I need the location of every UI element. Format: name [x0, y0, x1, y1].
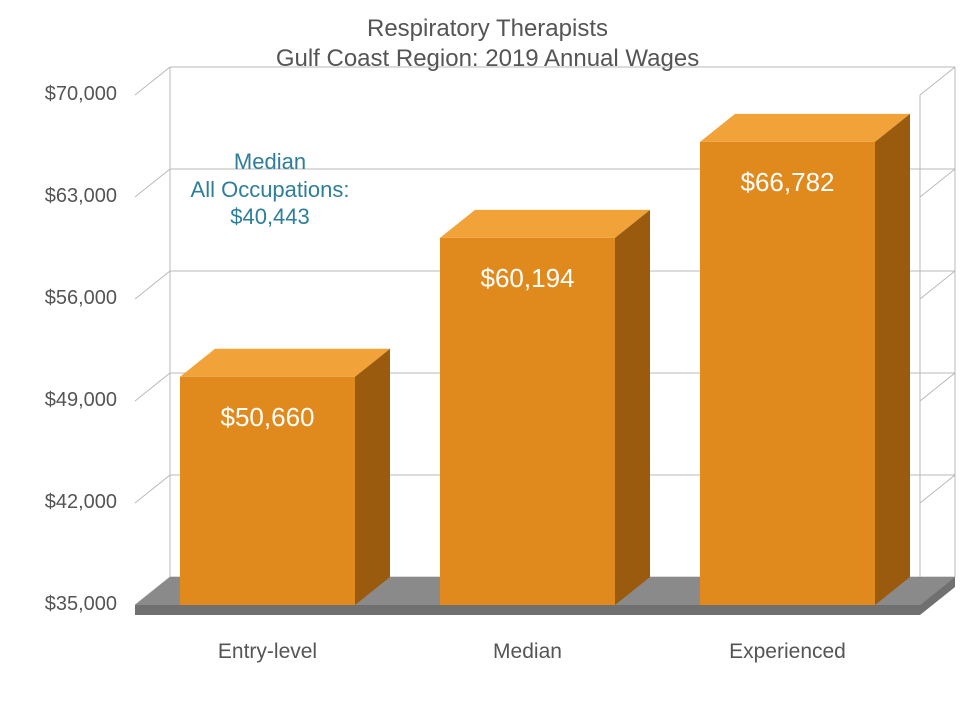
chart-title: Respiratory Therapists Gulf Coast Region… [0, 14, 975, 74]
bar-value-label: $66,782 [700, 167, 875, 198]
category-label: Entry-level [160, 640, 375, 664]
annotation-line2: All Occupations: [170, 176, 370, 204]
y-axis-tick-label: $63,000 [0, 185, 117, 208]
y-axis-tick-label: $35,000 [0, 593, 117, 616]
median-all-occupations-annotation: Median All Occupations: $40,443 [170, 148, 370, 231]
chart-canvas [0, 0, 975, 705]
y-axis-tick-label: $56,000 [0, 287, 117, 310]
bar-value-label: $60,194 [440, 263, 615, 294]
category-label: Median [420, 640, 635, 664]
wages-bar-chart: Respiratory Therapists Gulf Coast Region… [0, 0, 975, 705]
y-axis-tick-label: $70,000 [0, 83, 117, 106]
annotation-line1: Median [170, 148, 370, 176]
category-label: Experienced [680, 640, 895, 664]
y-axis-tick-label: $42,000 [0, 491, 117, 514]
chart-title-line2: Gulf Coast Region: 2019 Annual Wages [0, 44, 975, 74]
chart-title-line1: Respiratory Therapists [0, 14, 975, 44]
y-axis-tick-label: $49,000 [0, 389, 117, 412]
bar-value-label: $50,660 [180, 402, 355, 433]
annotation-line3: $40,443 [170, 203, 370, 231]
